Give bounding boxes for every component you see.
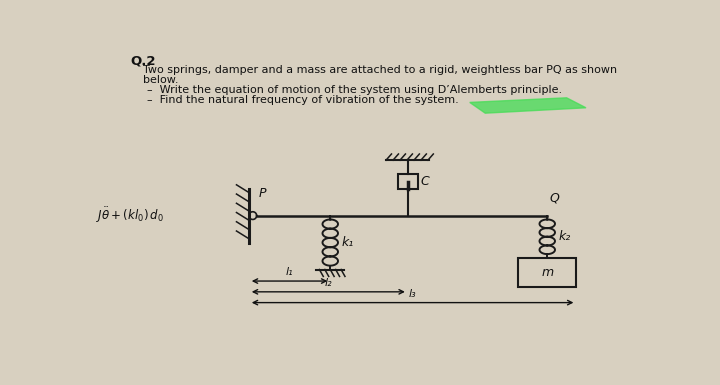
Bar bbox=[397, 174, 418, 189]
Text: –  Find the natural frequency of vibration of the system.: – Find the natural frequency of vibratio… bbox=[148, 95, 459, 105]
Text: Q.2: Q.2 bbox=[130, 55, 156, 68]
Text: P: P bbox=[258, 187, 266, 200]
Text: below.: below. bbox=[143, 75, 179, 85]
Text: C: C bbox=[420, 175, 429, 188]
Text: m: m bbox=[541, 266, 553, 279]
Text: $J\ddot{\theta}+(kl_0)\,d_0$: $J\ddot{\theta}+(kl_0)\,d_0$ bbox=[96, 206, 164, 225]
Text: Q: Q bbox=[549, 192, 559, 205]
Text: l₁: l₁ bbox=[286, 267, 293, 277]
Text: l₂: l₂ bbox=[325, 278, 332, 288]
Bar bbox=[518, 258, 576, 287]
Text: l₃: l₃ bbox=[409, 289, 416, 299]
Text: –  Write the equation of motion of the system using D’Alemberts principle.: – Write the equation of motion of the sy… bbox=[148, 85, 562, 95]
Polygon shape bbox=[469, 98, 586, 113]
Text: Two springs, damper and a mass are attached to a rigid, weightless bar PQ as sho: Two springs, damper and a mass are attac… bbox=[143, 65, 617, 75]
Text: k₁: k₁ bbox=[341, 236, 354, 249]
Text: k₂: k₂ bbox=[558, 230, 570, 243]
